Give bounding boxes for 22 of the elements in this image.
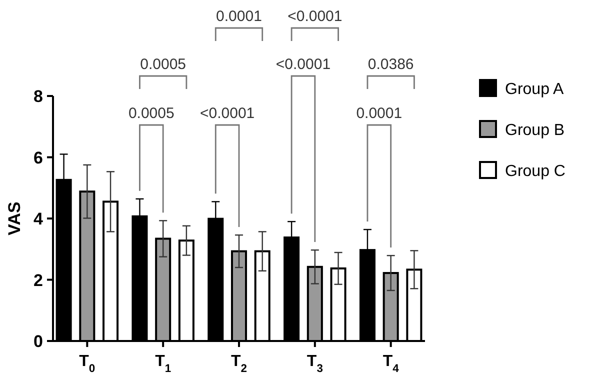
annotation: 0.0001 bbox=[356, 105, 402, 122]
x-tick-label: T$_{0}$ bbox=[79, 353, 96, 375]
legend-label: Group A bbox=[505, 81, 564, 98]
y-tick-label: 6 bbox=[34, 148, 43, 168]
x-tick-label: T$_{4}$ bbox=[382, 353, 400, 375]
y-tick-label: 2 bbox=[34, 270, 43, 290]
annotation: <0.0001 bbox=[200, 105, 255, 122]
legend-label: Group C bbox=[505, 163, 566, 180]
x-tick-label: T$_{3}$ bbox=[306, 353, 323, 375]
y-tick-label: 4 bbox=[34, 210, 44, 228]
text: <0.0001 bbox=[288, 8, 342, 25]
text: <0.0001 bbox=[276, 56, 331, 73]
x-tick-label: T$_{2}$ bbox=[230, 353, 248, 375]
text: 0.0386 bbox=[368, 56, 414, 73]
text: 0.0005 bbox=[140, 56, 186, 73]
y-axis-title: VAS bbox=[5, 202, 24, 236]
text: 0.0001 bbox=[216, 8, 262, 25]
x-tick-label: T$_{1}$ bbox=[155, 353, 172, 375]
legend-label: Group B bbox=[505, 122, 565, 139]
y-tick-label: 0 bbox=[34, 332, 43, 351]
y-tick-label: 8 bbox=[34, 87, 43, 106]
annotation: 0.0005 bbox=[128, 105, 174, 122]
